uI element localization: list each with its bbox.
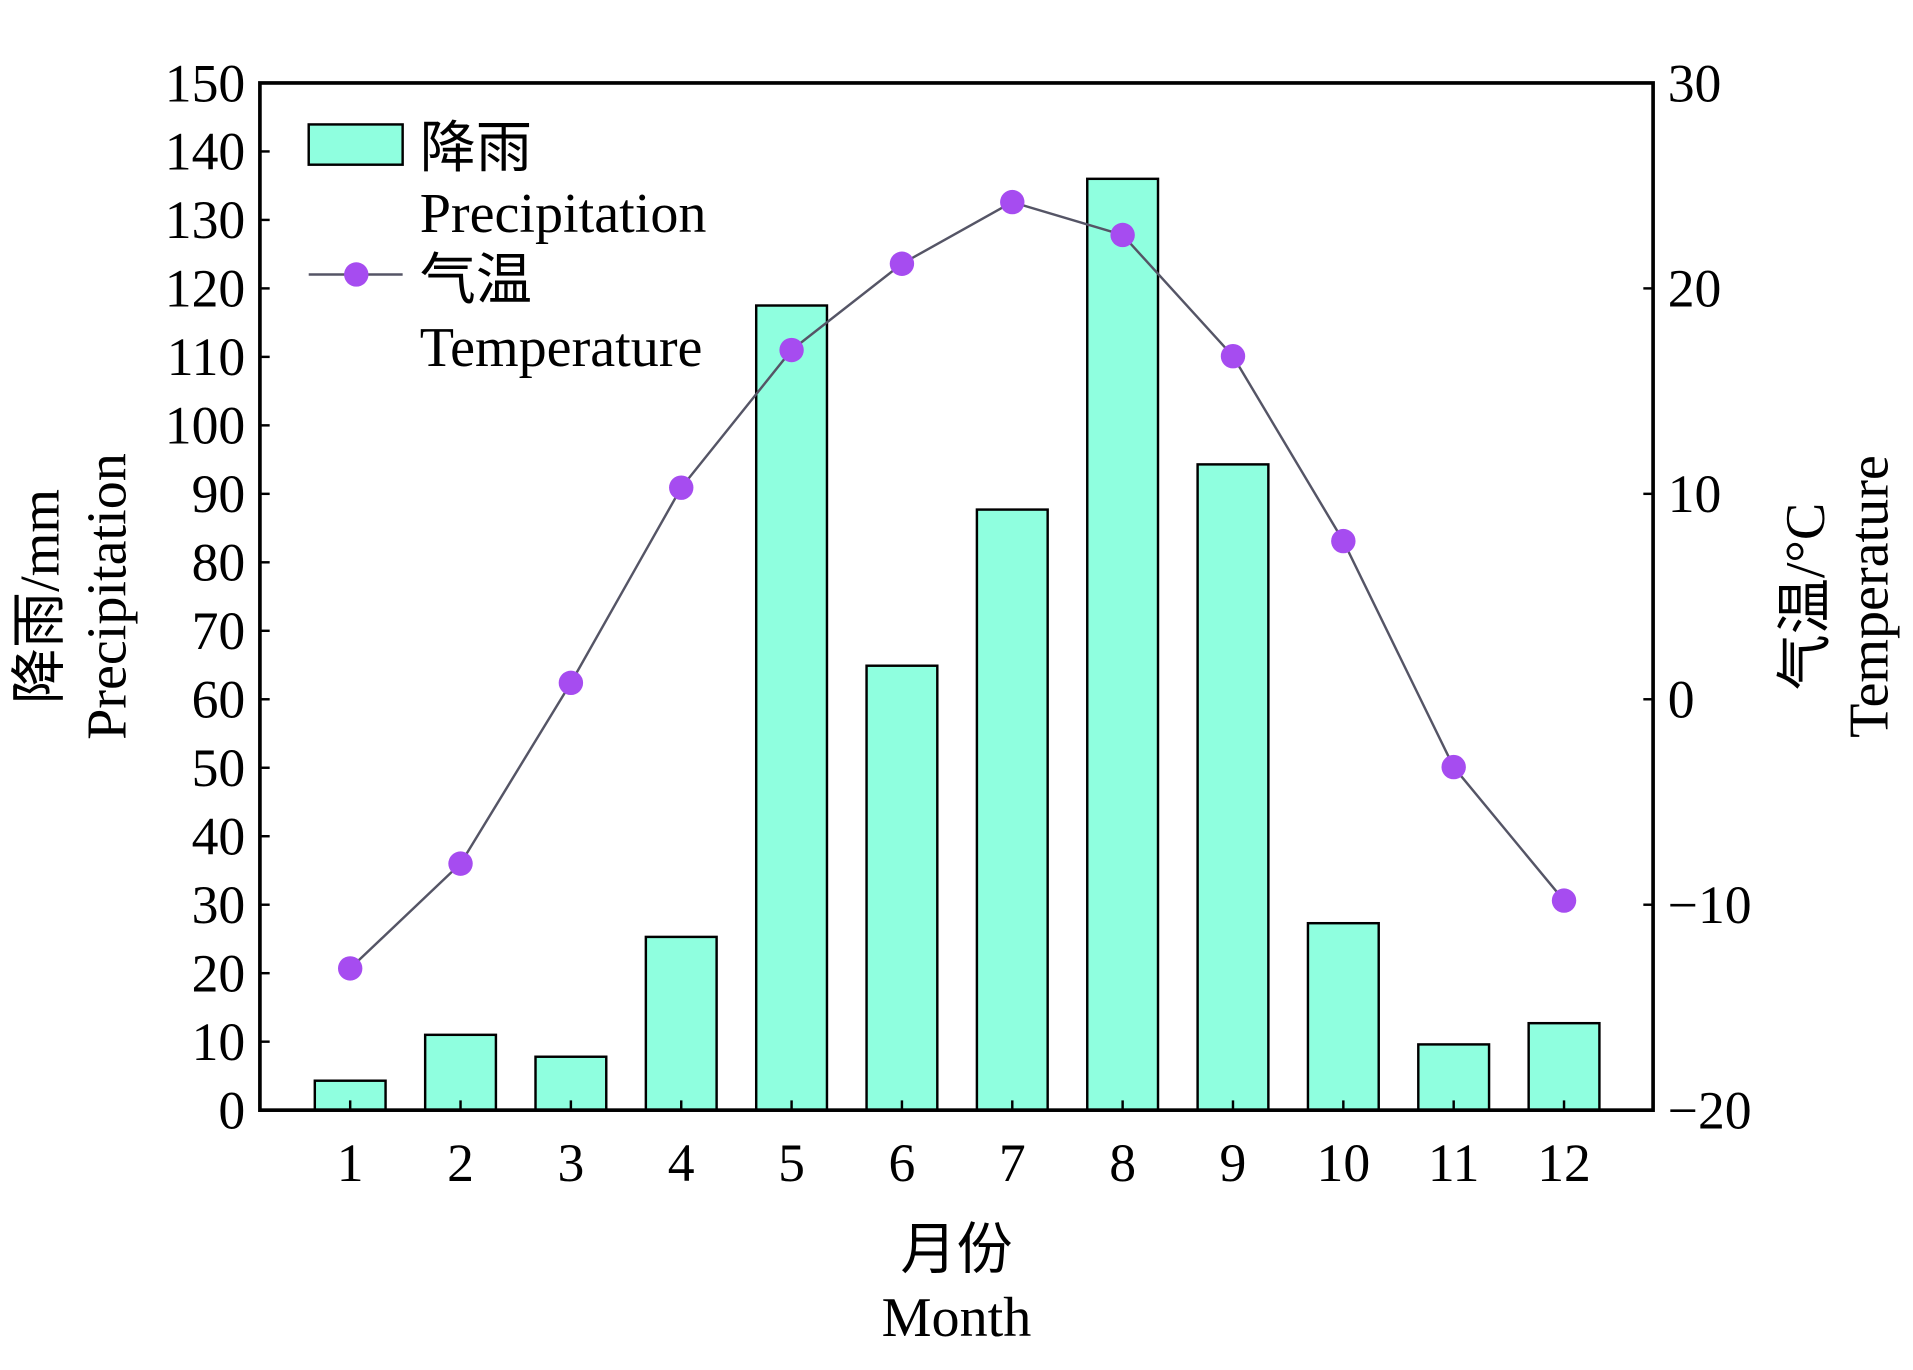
temperature-point [1551,888,1577,913]
temperature-point [1331,528,1356,554]
right-y-tick-label: −10 [1668,875,1752,935]
precip-bar [423,1033,498,1112]
temperature-point [889,251,915,276]
x-tick-label: 10 [1317,1133,1371,1193]
x-axis-label-cn: 月份 [900,1220,1012,1282]
temperature-point [669,475,694,500]
right-y-tick-label: 10 [1668,464,1722,524]
x-tick-label: 9 [1220,1133,1247,1193]
left-axis-label-cn: 降雨/mm [10,489,72,704]
legend-precip-cn: 降雨 [420,118,532,180]
right-y-tick-label: 0 [1668,670,1695,730]
precip-bar [1306,921,1380,1112]
temperature-point [1110,222,1135,248]
right-y-tick-label: 30 [1668,53,1722,113]
left-y-tick-label: 140 [165,122,245,182]
x-tick-label: 1 [337,1133,364,1193]
precip-bar [1196,463,1270,1112]
x-axis-label-en: Month [882,1287,1032,1349]
left-y-tick-label: 150 [165,53,245,113]
x-tick-label: 7 [999,1133,1026,1193]
precip-bar [1417,1043,1491,1112]
precip-bar [1086,177,1160,1112]
temperature-point [558,670,584,696]
precip-bar [754,304,829,1112]
right-y-tick-label: 20 [1668,259,1722,319]
legend-marker [344,262,369,287]
left-y-tick-label: 20 [192,943,246,1003]
right-axis-label-cn: 气温/°C [1775,503,1837,691]
legend-precip-en: Precipitation [420,183,707,245]
left-y-tick-label: 100 [165,396,245,456]
legend: 降雨 Precipitation 气温 Temperature [307,118,707,379]
right-axis-label-en: Temperature [1838,455,1900,738]
x-tick-label: 3 [557,1133,584,1193]
x-tick-label: 2 [447,1133,474,1193]
temperature-point [1220,343,1246,369]
temperature-point [1000,189,1025,215]
legend-temp-cn: 气温 [420,250,532,312]
left-y-tick-label: 0 [218,1080,245,1140]
left-y-tick-label: 120 [165,259,245,319]
legend-bar-swatch [307,123,404,166]
plot-frame [258,81,1655,1112]
left-y-tick-label: 30 [192,875,246,935]
left-y-tick-label: 80 [192,533,246,593]
precip-bar [1527,1021,1601,1112]
x-tick-label: 4 [668,1133,695,1193]
left-axis-label-en: Precipitation [77,453,139,740]
x-tick-label: 5 [778,1133,805,1193]
temperature-point [1441,754,1466,780]
precip-bar [644,935,718,1112]
x-tick-label: 6 [889,1133,916,1193]
left-y-tick-label: 10 [192,1012,246,1072]
left-y-tick-label: 90 [192,464,246,524]
right-y-tick-label: −20 [1668,1080,1752,1140]
legend-temp-en: Temperature [420,317,703,379]
temperature-point [337,956,363,981]
left-y-tick-label: 130 [165,190,245,250]
left-y-tick-label: 50 [192,738,246,798]
temperature-point [779,337,804,363]
left-y-tick-label: 60 [192,670,246,730]
x-tick-label: 12 [1537,1133,1591,1193]
temperature-line [349,200,1565,970]
left-y-tick-label: 40 [192,807,246,867]
temperature-point [448,851,473,876]
left-y-tick-label: 70 [192,601,246,661]
precip-bar [865,664,939,1112]
precip-bar [975,508,1049,1112]
x-tick-label: 11 [1428,1133,1480,1193]
left-y-tick-label: 110 [167,327,246,387]
x-tick-label: 8 [1109,1133,1136,1193]
